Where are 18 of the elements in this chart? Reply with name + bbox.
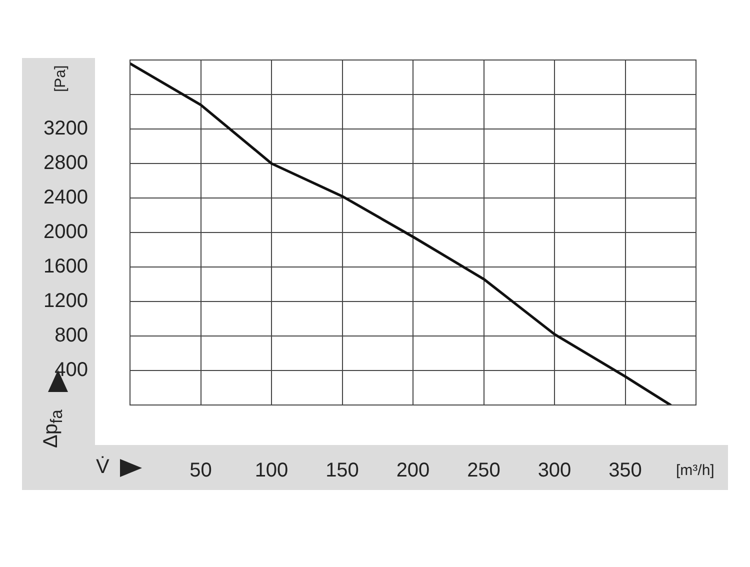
x-tick-label: 350	[608, 460, 642, 482]
y-tick-label: 2000	[44, 221, 88, 244]
y-tick-label: 1600	[44, 256, 88, 278]
x-tick-label: 250	[467, 460, 500, 482]
x-tick-label: 300	[538, 460, 572, 482]
text: [m³/h]	[676, 462, 714, 479]
x-tick-label: 100	[254, 460, 288, 482]
x-tick-label: 200	[396, 460, 430, 482]
y-tick-label: 2800	[44, 152, 88, 174]
y-tick-label: 2400	[44, 186, 88, 209]
y-tick-label: 3200	[44, 118, 88, 140]
x-axis-title: V̇	[96, 456, 110, 479]
x-tick-label: 150	[326, 460, 359, 482]
y-tick-label: 1200	[44, 290, 88, 312]
y-tick-label: 400	[54, 359, 88, 382]
x-tick-label: 50	[190, 460, 212, 482]
y-tick-label: 800	[54, 324, 88, 347]
text: [Pa]	[52, 65, 69, 92]
